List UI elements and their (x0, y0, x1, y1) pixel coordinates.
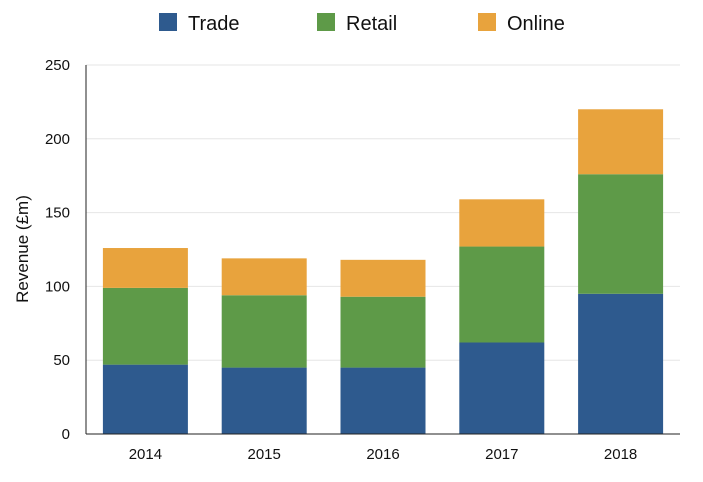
x-tick-label-2016: 2016 (366, 446, 399, 463)
legend: Trade Retail Online (159, 13, 565, 35)
y-tick-labels: 0 50 100 150 200 250 (45, 57, 70, 443)
bars (102, 109, 664, 434)
y-tick-label-250: 250 (45, 57, 70, 74)
bar-trade-2014 (102, 364, 188, 434)
x-tick-label-2018: 2018 (604, 446, 637, 463)
y-axis-title: Revenue (£m) (13, 195, 32, 303)
legend-label-retail: Retail (346, 13, 397, 35)
y-tick-label-150: 150 (45, 205, 70, 222)
bar-retail-2018 (578, 174, 664, 294)
axes (85, 65, 680, 435)
y-tick-label-100: 100 (45, 278, 70, 295)
y-tick-label-200: 200 (45, 131, 70, 148)
bar-retail-2015 (221, 295, 307, 368)
bar-online-2017 (459, 199, 545, 247)
x-tick-label-2015: 2015 (248, 446, 281, 463)
bar-online-2016 (340, 259, 426, 297)
legend-label-trade: Trade (188, 13, 240, 35)
bar-retail-2016 (340, 296, 426, 368)
bar-trade-2015 (221, 367, 307, 434)
legend-swatch-trade (159, 13, 177, 31)
legend-swatch-retail (317, 13, 335, 31)
y-tick-label-50: 50 (53, 352, 70, 369)
bar-online-2018 (578, 109, 664, 175)
bar-online-2014 (102, 248, 188, 288)
bar-trade-2016 (340, 367, 426, 434)
bar-online-2015 (221, 258, 307, 296)
x-tick-labels: 2014 2015 2016 2017 2018 (129, 446, 638, 463)
legend-swatch-online (478, 13, 496, 31)
bar-retail-2017 (459, 246, 545, 343)
bar-retail-2014 (102, 287, 188, 365)
x-tick-label-2017: 2017 (485, 446, 518, 463)
legend-label-online: Online (507, 13, 565, 35)
x-tick-label-2014: 2014 (129, 446, 162, 463)
bar-trade-2017 (459, 342, 545, 434)
bar-trade-2018 (578, 293, 664, 434)
y-tick-label-0: 0 (62, 426, 70, 443)
